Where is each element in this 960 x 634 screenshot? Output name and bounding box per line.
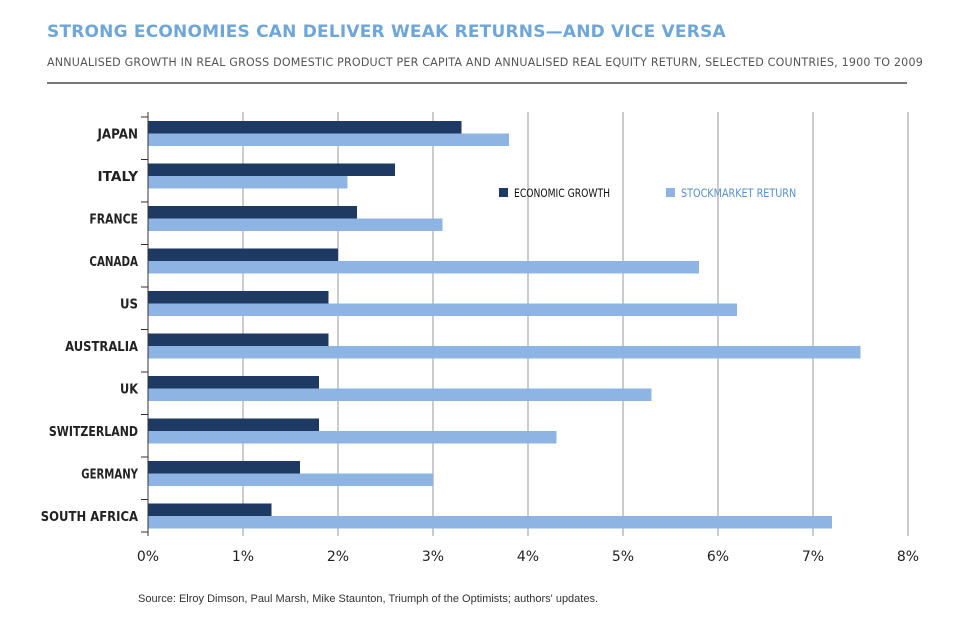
- category-label: US: [120, 298, 138, 313]
- bar-economic-growth: [148, 503, 272, 516]
- x-tick-label: 0%: [137, 549, 159, 565]
- legend-economic-growth-label: ECONOMIC GROWTH: [514, 186, 610, 200]
- bar-stockmarket-return: [148, 346, 861, 359]
- category-label: ITALY: [98, 170, 139, 185]
- bar-stockmarket-return: [148, 303, 737, 316]
- x-tick-label: 2%: [327, 549, 349, 565]
- x-tick-label: 1%: [232, 549, 254, 565]
- legend-economic-growth-swatch: [499, 188, 508, 197]
- axes: JAPAN ITALY FRANCE CANADA US AUSTRALIA UK SWITZ…: [41, 112, 919, 565]
- category-label: UK: [120, 383, 139, 398]
- legend: ECONOMIC GROWTH STOCKMARKET RETURN: [499, 186, 796, 200]
- category-label: FRANCE: [89, 213, 138, 228]
- category-label: CANADA: [89, 255, 138, 270]
- bar-stockmarket-return: [148, 473, 433, 486]
- bar-economic-growth: [148, 206, 357, 219]
- chart-subtitle: ANNUALISED GROWTH IN REAL GROSS DOMESTIC…: [47, 55, 923, 69]
- category-label: SOUTH AFRICA: [41, 510, 138, 525]
- bar-economic-growth: [148, 376, 319, 389]
- chart-title: STRONG ECONOMIES CAN DELIVER WEAK RETURN…: [47, 22, 726, 42]
- header-rule: [47, 82, 907, 84]
- x-tick-label: 5%: [612, 549, 634, 565]
- x-tick-label: 8%: [897, 549, 919, 565]
- bars: [148, 121, 861, 529]
- x-tick-label: 7%: [802, 549, 824, 565]
- bar-stockmarket-return: [148, 388, 652, 401]
- bar-stockmarket-return: [148, 218, 443, 231]
- bar-stockmarket-return: [148, 261, 699, 274]
- bar-economic-growth: [148, 163, 395, 176]
- bar-economic-growth: [148, 461, 300, 474]
- bar-chart: JAPAN ITALY FRANCE CANADA US AUSTRALIA UK SWITZ…: [41, 112, 919, 565]
- category-label: SWITZERLAND: [49, 425, 138, 440]
- x-tick-label: 4%: [517, 549, 539, 565]
- bar-stockmarket-return: [148, 133, 509, 146]
- category-label: GERMANY: [81, 468, 138, 483]
- x-tick-label: 3%: [422, 549, 444, 565]
- bar-stockmarket-return: [148, 431, 557, 444]
- legend-stockmarket-return-swatch: [666, 188, 675, 197]
- x-tick-label: 6%: [707, 549, 729, 565]
- source-note: Source: Elroy Dimson, Paul Marsh, Mike S…: [138, 593, 599, 605]
- bar-economic-growth: [148, 248, 338, 261]
- bar-stockmarket-return: [148, 516, 832, 529]
- bar-economic-growth: [148, 333, 329, 346]
- bar-economic-growth: [148, 418, 319, 431]
- category-label: AUSTRALIA: [65, 340, 138, 355]
- category-label: JAPAN: [97, 128, 138, 143]
- bar-economic-growth: [148, 121, 462, 134]
- bar-economic-growth: [148, 291, 329, 304]
- legend-stockmarket-return-label: STOCKMARKET RETURN: [681, 186, 796, 200]
- bar-stockmarket-return: [148, 176, 348, 189]
